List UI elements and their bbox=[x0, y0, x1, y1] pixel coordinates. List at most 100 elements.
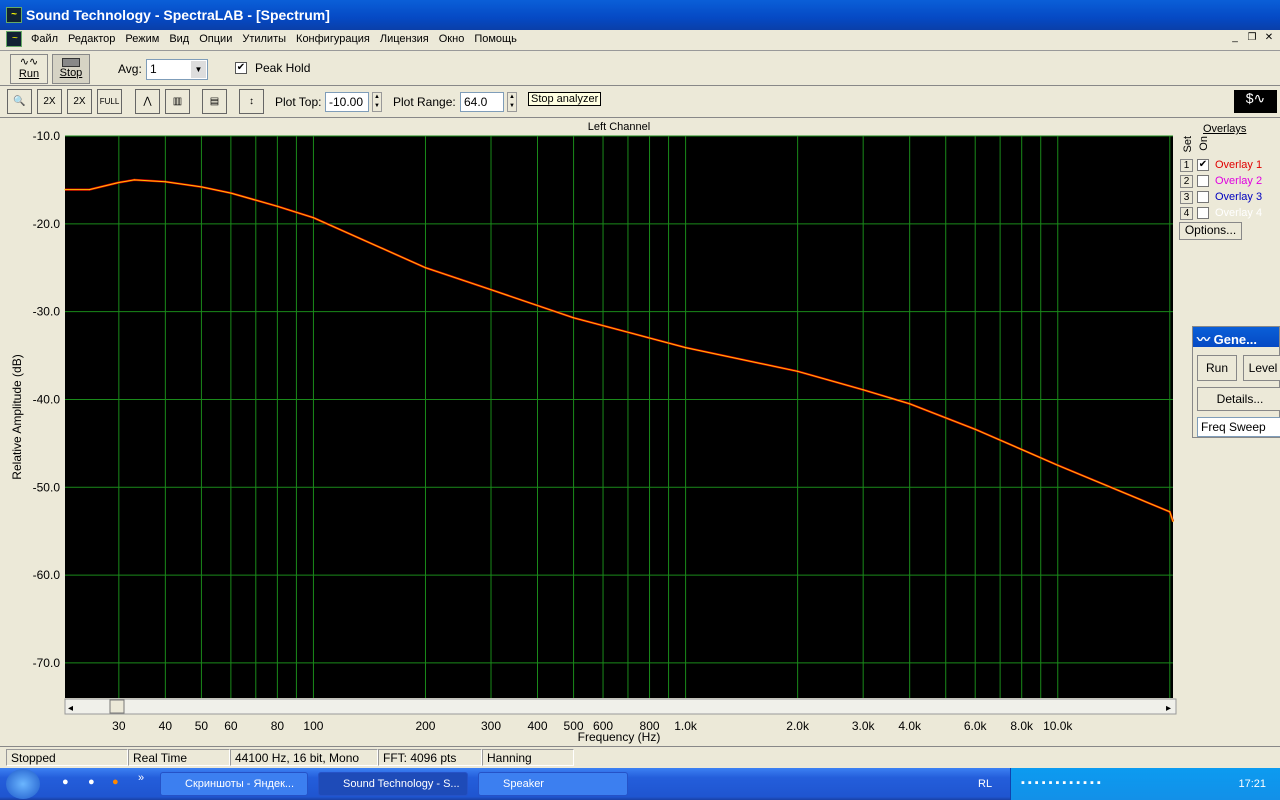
overlay-row: 2 Overlay 2 bbox=[1180, 175, 1280, 189]
menu-file[interactable]: Файл bbox=[31, 33, 59, 45]
plot-top-input[interactable]: -10.00 bbox=[325, 92, 369, 112]
x-tick-label: 300 bbox=[481, 719, 501, 733]
zoom-out-button[interactable]: 2X bbox=[67, 89, 92, 114]
generator-mode-select[interactable]: Freq Sweep bbox=[1197, 417, 1280, 437]
menu-mode[interactable]: Режим bbox=[125, 33, 160, 45]
plot-top-spinner[interactable]: ▲ ▼ bbox=[372, 92, 382, 112]
spectrum-chart[interactable]: Left Channel -10.0 -20.0 -30.0 -40.0 -50.0 -60… bbox=[0, 118, 1178, 745]
chevron-down-icon[interactable]: ▼ bbox=[191, 61, 206, 78]
scroll-left-icon[interactable]: ◂ bbox=[68, 703, 73, 714]
generator-window: 〰 Gene... Run Level Details... Freq Swee… bbox=[1192, 326, 1280, 438]
sine-icon: ∿∿ bbox=[19, 56, 39, 68]
firefox-icon[interactable]: ● bbox=[112, 776, 119, 788]
stop-icon bbox=[62, 58, 80, 67]
spectrum-plot: Left Channel -10.0 -20.0 -30.0 -40.0 -50.0 -60… bbox=[0, 118, 1178, 745]
restore-icon[interactable]: ❐ bbox=[1247, 32, 1257, 43]
menu-config[interactable]: Конфигурация bbox=[296, 33, 370, 45]
status-state: Stopped bbox=[6, 749, 128, 766]
task-speaker[interactable]: Speaker bbox=[478, 772, 628, 796]
plot-range-spinner[interactable]: ▲ ▼ bbox=[507, 92, 517, 112]
options-button[interactable]: Options... bbox=[1179, 222, 1242, 240]
magnifier-icon[interactable]: 🔍 bbox=[7, 89, 32, 114]
minimize-icon[interactable]: _ bbox=[1232, 32, 1238, 43]
y-tick-label: -40.0 bbox=[33, 392, 61, 406]
horizontal-scrollbar[interactable] bbox=[64, 698, 1177, 715]
tray-icons[interactable]: ▪▪▪▪▪▪▪▪▪▪▪▪ bbox=[1021, 777, 1104, 789]
status-format: 44100 Hz, 16 bit, Mono bbox=[230, 749, 378, 766]
data-point bbox=[230, 192, 232, 194]
x-tick-label: 10.0k bbox=[1043, 719, 1073, 733]
overlay-checkbox[interactable] bbox=[1197, 175, 1209, 187]
menu-edit[interactable]: Редактор bbox=[68, 33, 116, 45]
close-icon[interactable]: ✕ bbox=[1264, 32, 1274, 43]
stop-button[interactable]: Stop bbox=[52, 54, 90, 84]
data-point bbox=[1172, 520, 1174, 523]
overlay-row: 3 Overlay 3 bbox=[1180, 191, 1280, 205]
status-bar: Stopped Real Time 44100 Hz, 16 bit, Mono… bbox=[0, 746, 1280, 766]
overlay-set-button[interactable]: 1 bbox=[1180, 159, 1193, 172]
menu-options[interactable]: Опции bbox=[199, 33, 233, 45]
zoom-full-button[interactable]: FULL bbox=[97, 89, 122, 114]
menu-window[interactable]: Окно bbox=[438, 33, 465, 45]
utorrent-icon[interactable]: ● bbox=[62, 776, 69, 788]
menu-help[interactable]: Помощь bbox=[474, 33, 517, 45]
plot-range-label: Plot Range: bbox=[393, 95, 456, 109]
overlay-set-button[interactable]: 4 bbox=[1180, 207, 1193, 220]
overlay-label: Overlay 3 bbox=[1215, 191, 1263, 203]
clock: 17:21 bbox=[1238, 778, 1266, 790]
start-button[interactable] bbox=[6, 769, 40, 799]
data-point bbox=[424, 267, 427, 269]
avg-select[interactable]: 1 ▼ bbox=[146, 59, 208, 80]
data-point bbox=[974, 428, 976, 430]
data-point bbox=[797, 370, 799, 372]
x-tick-label: 40 bbox=[159, 719, 173, 733]
overlay-set-button[interactable]: 3 bbox=[1180, 191, 1193, 204]
settings-panel-icon[interactable]: ▤ bbox=[202, 89, 227, 114]
x-tick-label: 600 bbox=[593, 719, 613, 733]
st-logo-icon: $∿ bbox=[1234, 90, 1277, 113]
menu-bar: ~ Файл Редактор Режим Вид Опции Утилиты Конфиг… bbox=[0, 30, 1280, 48]
overlays-panel: Overlays Set On 1 ✔ Overlay 1 2 Overlay … bbox=[1176, 118, 1280, 248]
menu-utilities[interactable]: Утилиты bbox=[242, 33, 287, 45]
data-point bbox=[862, 389, 864, 391]
data-point bbox=[1169, 511, 1171, 513]
language-indicator[interactable]: RL bbox=[978, 778, 993, 790]
x-tick-label: 400 bbox=[527, 719, 547, 733]
range-icon[interactable]: ↕ bbox=[239, 89, 264, 114]
plot-range-input[interactable]: 64.0 bbox=[460, 92, 504, 112]
generator-icon: 〰 bbox=[1197, 332, 1211, 347]
line-plot-icon[interactable]: ⋀ bbox=[135, 89, 160, 114]
menu-view[interactable]: Вид bbox=[169, 33, 190, 45]
quicklaunch-icon[interactable]: ● bbox=[88, 776, 95, 788]
bar-plot-icon[interactable]: ▥ bbox=[165, 89, 190, 114]
plot-top-label: Plot Top: bbox=[275, 95, 322, 109]
scroll-right-icon[interactable]: ▸ bbox=[1166, 703, 1171, 714]
taskbar: ● ● ● » Скриншоты - Яндек... Sound Techn… bbox=[0, 768, 1280, 800]
overlay-checkbox[interactable] bbox=[1197, 207, 1209, 219]
generator-title-bar[interactable]: 〰 Gene... bbox=[1193, 327, 1279, 347]
window-title: Sound Technology - SpectraLAB - [Spectru… bbox=[26, 7, 330, 23]
scroll-thumb[interactable] bbox=[109, 699, 125, 714]
y-tick-label: -70.0 bbox=[33, 656, 61, 670]
data-point bbox=[118, 181, 120, 184]
menu-license[interactable]: Лицензия bbox=[379, 33, 429, 45]
overlay-checkbox[interactable]: ✔ bbox=[1197, 159, 1209, 171]
overlay-checkbox[interactable] bbox=[1197, 191, 1209, 203]
y-tick-label: -10.0 bbox=[33, 129, 61, 143]
run-button[interactable]: ∿∿ Run bbox=[10, 54, 48, 84]
zoom-in-button[interactable]: 2X bbox=[37, 89, 62, 114]
generator-level-button[interactable]: Level bbox=[1243, 355, 1280, 381]
generator-details-button[interactable]: Details... bbox=[1197, 387, 1280, 411]
task-folder[interactable]: Скриншоты - Яндек... bbox=[160, 772, 308, 796]
overlay-row: 1 ✔ Overlay 1 bbox=[1180, 159, 1280, 173]
x-tick-label: 500 bbox=[564, 719, 584, 733]
peak-hold-checkbox[interactable]: ✔ bbox=[235, 62, 247, 74]
data-point bbox=[312, 217, 315, 219]
task-spectralab[interactable]: Sound Technology - S... bbox=[318, 772, 468, 796]
overlay-set-button[interactable]: 2 bbox=[1180, 175, 1193, 188]
y-tick-label: -20.0 bbox=[33, 217, 61, 231]
avg-label: Avg: bbox=[118, 62, 142, 76]
chevron-icon[interactable]: » bbox=[138, 772, 145, 784]
generator-run-button[interactable]: Run bbox=[1197, 355, 1237, 381]
doc-icon[interactable]: ~ bbox=[6, 31, 22, 47]
